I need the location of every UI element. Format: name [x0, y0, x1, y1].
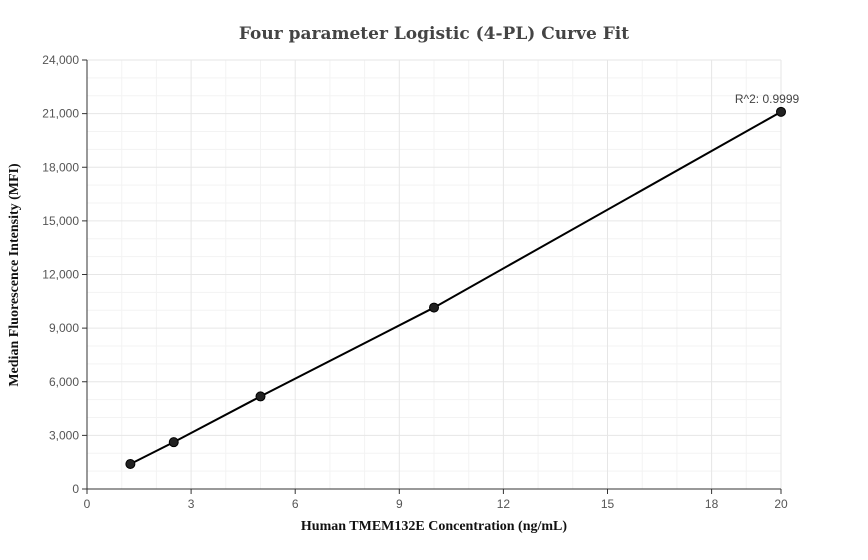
grid: [86, 59, 782, 490]
data-point: [255, 391, 266, 402]
y-tick-label: 0: [72, 482, 79, 496]
x-axis-ticks: 0 3 6 9 12 15 18 20: [84, 489, 788, 511]
fit-curve-line: [129, 110, 782, 465]
x-tick-label: 15: [601, 497, 615, 511]
x-axis-title: Human TMEM132E Concentration (ng/mL): [301, 519, 567, 534]
chart-title: Four parameter Logistic (4-PL) Curve Fit: [239, 24, 629, 44]
y-axis-ticks: 0 3,000 6,000 9,000 12,000 15,000 18,000 21,000…: [42, 53, 87, 496]
y-axis-title: Median Fluorescence Intensity (MFI): [7, 163, 22, 387]
y-tick-label: 9,000: [49, 321, 79, 335]
x-tick-label: 20: [774, 497, 788, 511]
x-tick-label: 6: [292, 497, 299, 511]
x-tick-label: 0: [84, 497, 91, 511]
y-tick-label: 18,000: [42, 160, 79, 174]
data-points: [125, 106, 786, 469]
data-point: [125, 458, 136, 469]
x-tick-label: 3: [188, 497, 195, 511]
y-tick-label: 21,000: [42, 107, 79, 121]
y-tick-label: 15,000: [42, 214, 79, 228]
y-tick-label: 3,000: [49, 428, 79, 442]
y-tick-label: 6,000: [49, 375, 79, 389]
x-tick-label: 9: [396, 497, 403, 511]
data-point: [776, 106, 786, 117]
x-tick-label: 12: [497, 497, 511, 511]
y-tick-label: 24,000: [42, 53, 79, 67]
data-point: [168, 437, 179, 448]
y-tick-label: 12,000: [42, 268, 79, 282]
r-squared-annotation: R^2: 0.9999: [735, 92, 800, 106]
data-point: [429, 302, 439, 313]
x-tick-label: 18: [705, 497, 719, 511]
